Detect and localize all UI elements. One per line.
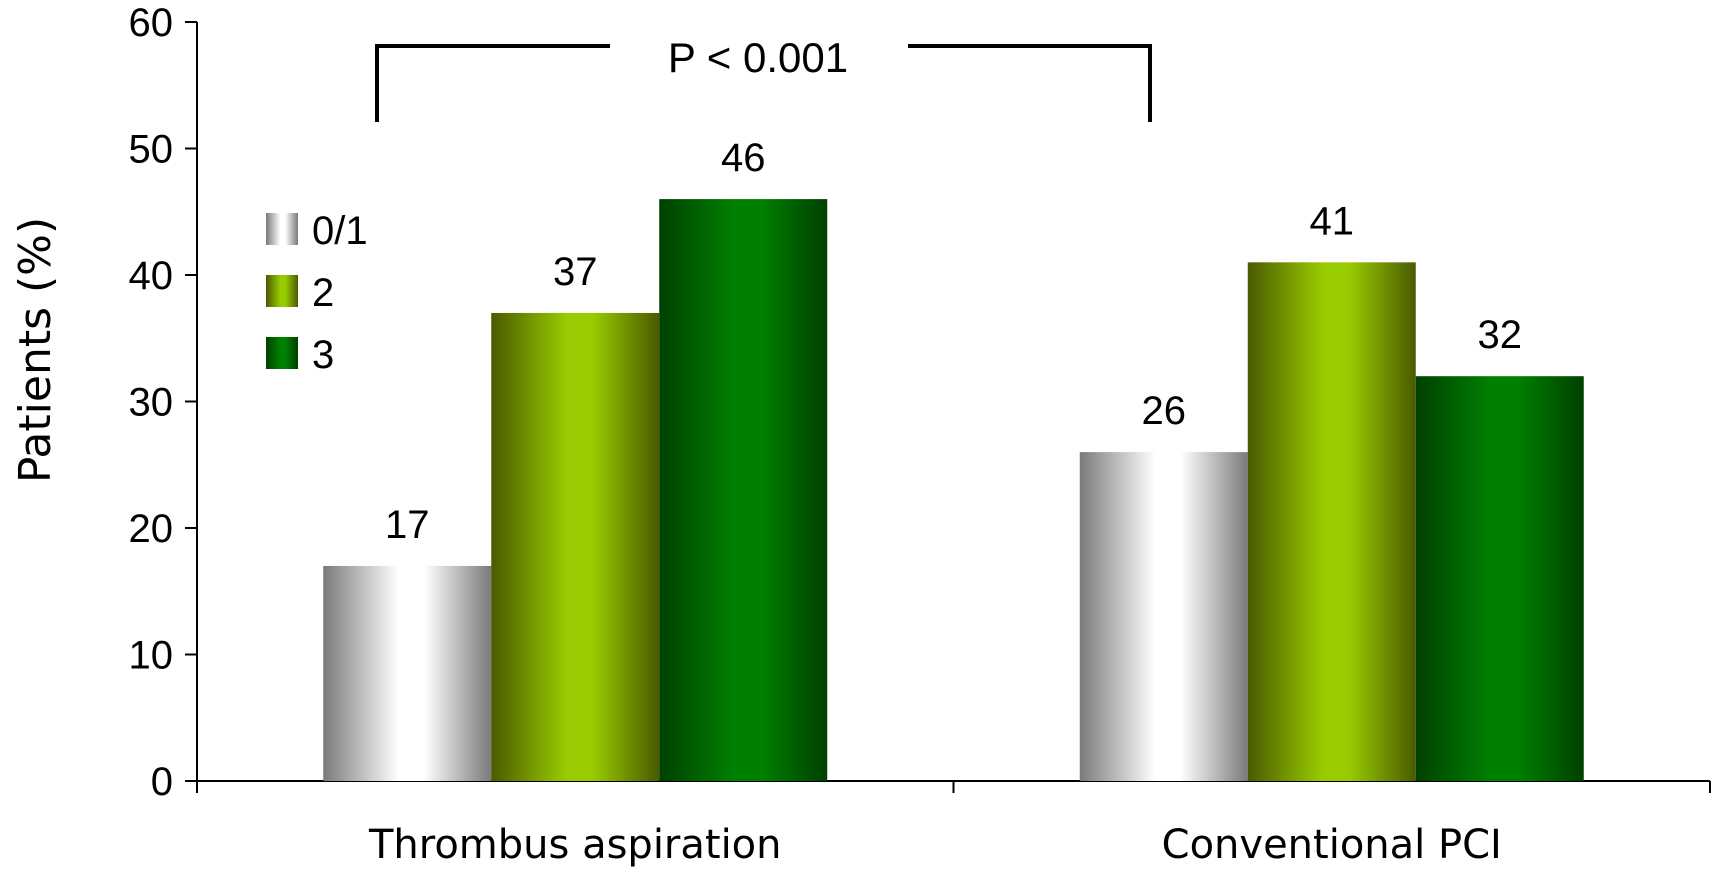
y-tick-label: 40 [129,254,174,298]
data-label: 41 [1310,199,1355,243]
bars-group [323,199,1584,782]
legend-label: 0/1 [312,209,368,253]
legend-swatch [266,337,298,369]
data-label: 17 [385,503,430,547]
y-tick-label: 10 [129,634,174,678]
legend-swatch [266,213,298,245]
legend-label: 3 [312,333,334,377]
bar [1247,262,1416,782]
bar [491,312,660,781]
y-tick-label: 20 [129,507,174,551]
p-value-label: P < 0.001 [668,34,848,81]
data-label: 46 [721,136,766,180]
x-category-label: Conventional PCI [1162,822,1502,868]
legend-swatch [266,275,298,307]
y-axis: 0 10 20 30 40 50 60 [129,1,198,804]
bar [1415,376,1584,781]
y-tick-label: 30 [129,381,174,425]
data-labels-group: 17 37 46 26 41 32 [385,136,1522,547]
y-tick-label: 0 [151,760,173,804]
data-label: 32 [1478,313,1523,357]
y-tick-label: 50 [129,128,174,172]
data-label: 26 [1142,389,1187,433]
significance-bracket: P < 0.001 [375,34,1152,122]
data-label: 37 [553,250,598,294]
bar [1079,452,1248,781]
x-axis: Thrombus aspiration Conventional PCI [196,780,1711,868]
legend: 0/1 2 3 [266,209,368,377]
legend-label: 2 [312,271,334,315]
y-tick-label: 60 [129,1,174,45]
bar [323,565,492,781]
bracket-line [375,44,1152,122]
bar [659,199,828,782]
x-category-label: Thrombus aspiration [368,822,782,868]
y-axis-title: Patients (%) [10,217,61,483]
